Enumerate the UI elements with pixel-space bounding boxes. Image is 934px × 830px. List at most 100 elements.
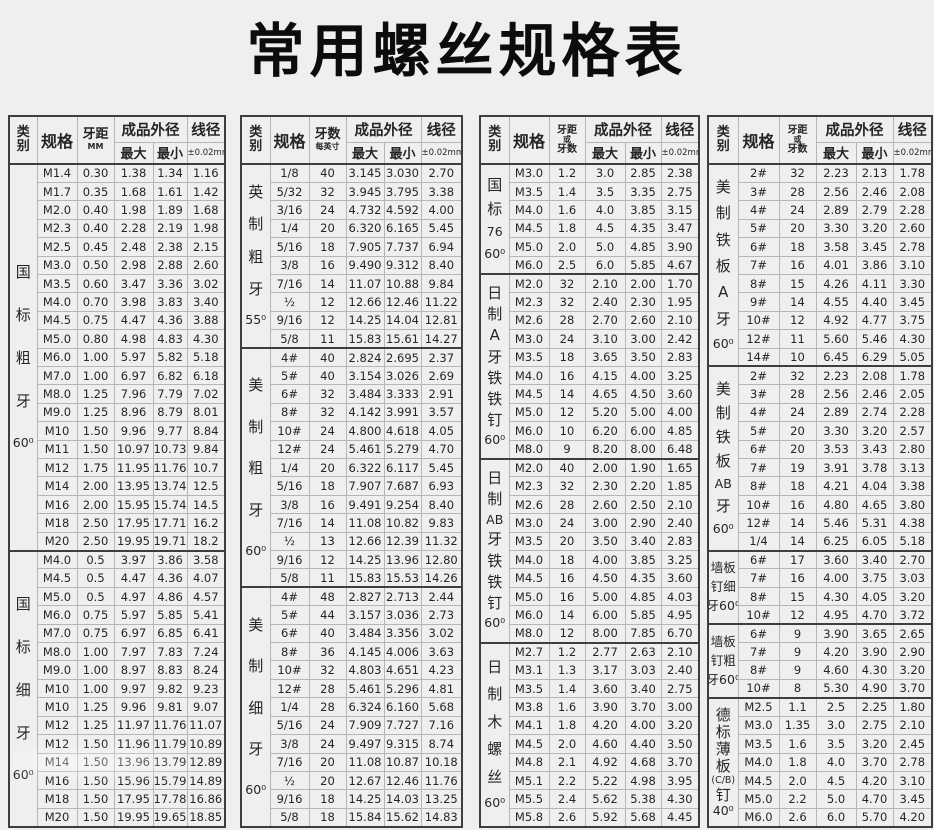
cell: 3.00 <box>624 329 662 349</box>
header-od: 成品外径 <box>345 115 422 143</box>
table-row: M3.5 1.6 3.5 3.20 2.45 <box>708 734 933 754</box>
header-category: 类别 <box>8 115 38 165</box>
cell: 28 <box>778 181 817 202</box>
table-row: 国标 76 60⁰ M3.0 1.2 3.0 2.85 2.38 <box>479 162 700 275</box>
cell: 1.4 <box>548 181 586 202</box>
cell: M11 <box>36 439 78 460</box>
cell: 2.00 <box>76 494 115 515</box>
cell: 3.154 <box>345 365 385 386</box>
table-row: M10 1.00 9.97 9.82 9.23 <box>9 678 226 699</box>
cell: 5.00 <box>584 586 626 607</box>
category-label-text: 美制铁板 AB 牙 60⁰ <box>709 368 737 549</box>
cell: 28 <box>548 494 586 515</box>
cell: 3.25 <box>660 365 700 386</box>
header-wire-tolerance: ±0.02mm <box>660 141 700 165</box>
cell: 11.97 <box>113 715 154 736</box>
cell: 8.00 <box>624 439 662 460</box>
cell: 3.484 <box>345 623 385 644</box>
cell: 3.5 <box>584 181 626 202</box>
cell: 6.00 <box>624 421 662 441</box>
cell: M3.5 <box>508 678 550 699</box>
cell: 4# <box>269 586 310 607</box>
cell: 6# <box>269 623 310 644</box>
cell: 4.55 <box>815 292 857 312</box>
cell: 3.45 <box>855 237 894 257</box>
cell: 1.6 <box>548 200 586 220</box>
cell: 5/16 <box>269 237 310 257</box>
cell: 5/8 <box>269 807 310 828</box>
cell: 4.35 <box>624 218 662 239</box>
cell: 2.70 <box>892 549 933 570</box>
cell: 1.89 <box>152 200 188 220</box>
header-wire: 线径 <box>892 115 933 143</box>
category-label-line: 钉 <box>487 594 503 613</box>
cell: 4.006 <box>383 642 422 662</box>
cell: M8.0 <box>36 642 78 662</box>
cell: 6.0 <box>584 255 626 275</box>
cell: 8.97 <box>113 660 154 680</box>
cell: 1/4 <box>737 531 780 552</box>
cell: M20 <box>36 807 78 828</box>
cell: 3.47 <box>660 218 700 239</box>
cell: 4.0 <box>815 752 857 772</box>
cell: 6.48 <box>660 439 700 460</box>
table-row: M18 1.50 17.95 17.78 16.86 <box>9 789 226 809</box>
cell: 4.50 <box>624 384 662 404</box>
header-pitch-line: 牙数 <box>557 144 577 156</box>
cell: 10.88 <box>383 273 422 294</box>
category-label-line: 60⁰ <box>484 615 506 631</box>
cell: 18 <box>308 807 347 828</box>
cell: 32 <box>778 162 817 183</box>
table-row: 12# 14 5.46 5.31 4.38 <box>708 513 933 533</box>
cell: 2.89 <box>815 402 857 423</box>
cell: 9.490 <box>345 255 385 275</box>
cell: 3.43 <box>855 439 894 460</box>
cell: 11.07 <box>345 273 385 294</box>
category-label-line: 40⁰ <box>712 802 734 818</box>
header-max: 最大 <box>345 141 385 165</box>
table-row: ½ 13 12.66 12.39 11.32 <box>241 531 463 552</box>
cell: 14# <box>737 347 780 367</box>
cell: 11.08 <box>345 513 385 533</box>
table-row: 7/16 14 11.08 10.82 9.83 <box>241 513 463 533</box>
cell: 12# <box>737 513 780 533</box>
category-label-line: 60⁰ <box>484 246 506 262</box>
cell: 5.45 <box>420 218 463 239</box>
cell: M5.0 <box>36 329 78 349</box>
cell: 10.18 <box>420 752 463 772</box>
cell: 3.20 <box>892 586 933 607</box>
category-label-line: 60⁰ <box>712 335 734 351</box>
cell: 40 <box>308 365 347 386</box>
header-pitch: 牙距或牙数 <box>548 115 586 165</box>
cell: 5.82 <box>152 347 188 367</box>
cell: 3.90 <box>660 237 700 257</box>
cell: 6# <box>737 549 780 570</box>
cell: M9.0 <box>36 660 78 680</box>
cell: 5.461 <box>345 678 385 699</box>
cell: 0.30 <box>76 162 115 183</box>
header-category: 类别 <box>707 115 739 165</box>
cell: 2.0 <box>778 770 817 791</box>
table-row: 10# 16 4.80 4.65 3.80 <box>708 494 933 515</box>
category-label-line: 制 <box>715 403 731 422</box>
cell: 2.91 <box>420 384 463 404</box>
cell: 4.23 <box>420 660 463 680</box>
table-row: 6# 20 3.53 3.43 2.80 <box>708 439 933 460</box>
cell: M3.1 <box>508 660 550 680</box>
header-pitch: 牙数 每英寸 <box>308 115 347 165</box>
cell: 4# <box>737 200 780 220</box>
cell: 2.10 <box>584 273 626 294</box>
category-label-line: AB <box>486 511 504 527</box>
cell: 4.35 <box>624 568 662 588</box>
cell: 18 <box>308 789 347 809</box>
header-wire: 线径 <box>420 115 463 143</box>
cell: 7.909 <box>345 715 385 736</box>
cell: 3.026 <box>383 365 422 386</box>
cell: 28 <box>548 310 586 331</box>
table-row: 国标粗牙 60⁰ M1.4 0.30 1.38 1.34 1.16 <box>8 162 226 552</box>
cell: 13.79 <box>152 752 188 772</box>
cell: 9.07 <box>186 697 226 717</box>
cell: 24 <box>548 513 586 533</box>
cell: 9 <box>778 642 817 662</box>
